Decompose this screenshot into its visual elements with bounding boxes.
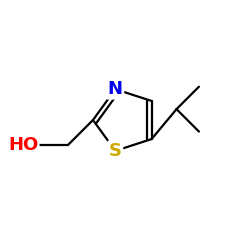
Text: S: S bbox=[109, 142, 122, 160]
Text: N: N bbox=[108, 80, 123, 98]
Text: HO: HO bbox=[8, 136, 38, 154]
